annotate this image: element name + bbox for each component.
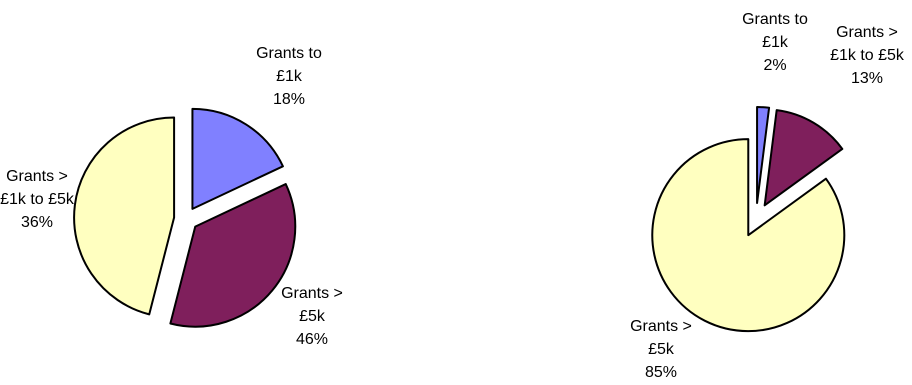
pie1-label-3-line-2: £5k <box>299 308 326 325</box>
pie2-data-label-3: Grants > £5k 85% <box>630 318 692 380</box>
pie2-slice-2 <box>763 109 844 207</box>
pie2-data-label-2: Grants > £1k to £5k 13% <box>830 24 905 87</box>
pie1-label-3-line-3: 46% <box>296 331 328 348</box>
pie1-label-2-line-1: Grants > <box>6 168 68 185</box>
pie1-data-label-1: Grants to £1k 18% <box>256 45 322 108</box>
pie2-label-2-line-2: £1k to £5k <box>830 47 905 64</box>
pie2-label-2-line-1: Grants > <box>836 24 898 41</box>
pie1-label-1-line-3: 18% <box>273 91 305 108</box>
pie2-label-1-line-2: £1k <box>762 34 789 51</box>
pie2-label-1-line-1: Grants to <box>742 11 808 28</box>
pie1-slice-3 <box>73 116 176 316</box>
pie1-slice-2 <box>169 183 297 328</box>
pie2-slice-1 <box>756 106 771 205</box>
pie2-label-3-line-1: Grants > <box>630 318 692 335</box>
pie1-data-label-2: Grants > £1k to £5k 36% <box>0 168 75 231</box>
pie1-label-2-line-2: £1k to £5k <box>0 191 75 208</box>
pie2-slice-3 <box>651 138 846 333</box>
pie2-label-2-line-3: 13% <box>851 70 883 87</box>
pie2-label-3-line-2: £5k <box>648 341 675 358</box>
pie-chart-2: Grants to £1k 2%Grants > £1k to £5k 13%Grant… <box>630 11 905 381</box>
pie1-label-1-line-2: £1k <box>276 68 303 85</box>
pie1-slice-1 <box>191 107 284 210</box>
pie1-label-1-line-1: Grants to <box>256 45 322 62</box>
pie-chart-1: Grants to £1k 18%Grants > £1k to £5k 36%Gran… <box>0 45 343 348</box>
pie1-label-2-line-3: 36% <box>21 214 53 231</box>
pie2-label-3-line-3: 85% <box>645 364 677 380</box>
pie1-label-3-line-1: Grants > <box>281 285 343 302</box>
pie2-data-label-1: Grants to £1k 2% <box>742 11 808 74</box>
pie2-label-1-line-3: 2% <box>763 57 786 74</box>
pie1-data-label-3: Grants > £5k 46% <box>281 285 343 348</box>
